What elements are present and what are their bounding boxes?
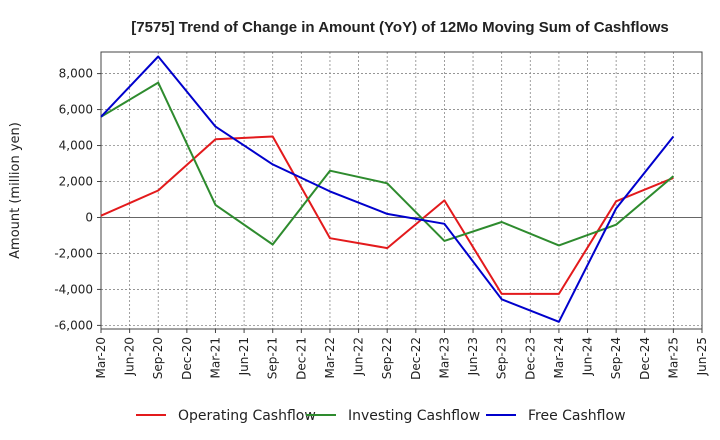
legend-label-free-cashflow: Free Cashflow [528,408,626,424]
y-tick-label: 6,000 [59,103,93,117]
x-tick-label: Jun-20 [123,337,137,376]
x-tick-label: Sep-21 [266,337,280,379]
chart-title: [7575] Trend of Change in Amount (YoY) o… [131,19,669,36]
x-tick-label: Sep-23 [495,337,509,379]
plot-frame [100,51,703,330]
series-line-free-cashflow [100,55,675,323]
x-tick-label: Sep-22 [380,337,394,379]
y-tick-label: -2,000 [54,246,93,260]
x-tick-label: Mar-22 [323,337,337,378]
series-line-investing-cashflow [100,81,675,247]
x-tick-label: Sep-24 [609,337,623,379]
x-tick-label: Mar-23 [437,337,451,378]
y-tick-label: 4,000 [59,139,93,153]
x-tick-label: Sep-20 [151,337,165,379]
x-tick-label: Dec-24 [638,337,652,380]
x-tick-label: Dec-23 [523,337,537,380]
x-tick-label: Jun-21 [237,337,251,376]
legend: Operating Cashflow Investing Cashflow Free… [136,408,626,424]
y-axis-label: Amount (million yen) [8,122,23,259]
x-tick-label: Mar-20 [94,337,108,378]
x-tick-label: Mar-24 [552,337,566,378]
x-tick-label: Jun-24 [581,337,595,376]
series-group [100,55,675,323]
y-tick-label: 2,000 [59,175,93,189]
y-tick-label: 0 [85,210,93,224]
series-line-operating-cashflow [100,135,674,295]
legend-label-operating-cashflow: Operating Cashflow [178,408,316,424]
x-tick-label: Dec-21 [294,337,308,380]
y-tick-label: -6,000 [54,318,93,332]
x-tick-label: Jun-22 [352,337,366,376]
grid [101,52,702,329]
x-tick-label: Jun-25 [695,337,709,376]
y-tick-label: 8,000 [59,67,93,81]
x-tick-label: Dec-22 [409,337,423,380]
x-tick-label: Mar-25 [666,337,680,378]
x-tick-label: Mar-21 [208,337,222,378]
legend-label-investing-cashflow: Investing Cashflow [348,408,480,424]
y-axis-ticks: 8,000 6,000 4,000 2,000 0 -2,000 -4,000 -6,000 [54,67,101,332]
x-axis-ticks: Mar-20 Jun-20 Sep-20 Dec-20 Mar-21 Jun-21 Sep-… [94,329,709,380]
x-tick-label: Jun-23 [466,337,480,376]
x-tick-label: Dec-20 [180,337,194,380]
y-tick-label: -4,000 [54,282,93,296]
